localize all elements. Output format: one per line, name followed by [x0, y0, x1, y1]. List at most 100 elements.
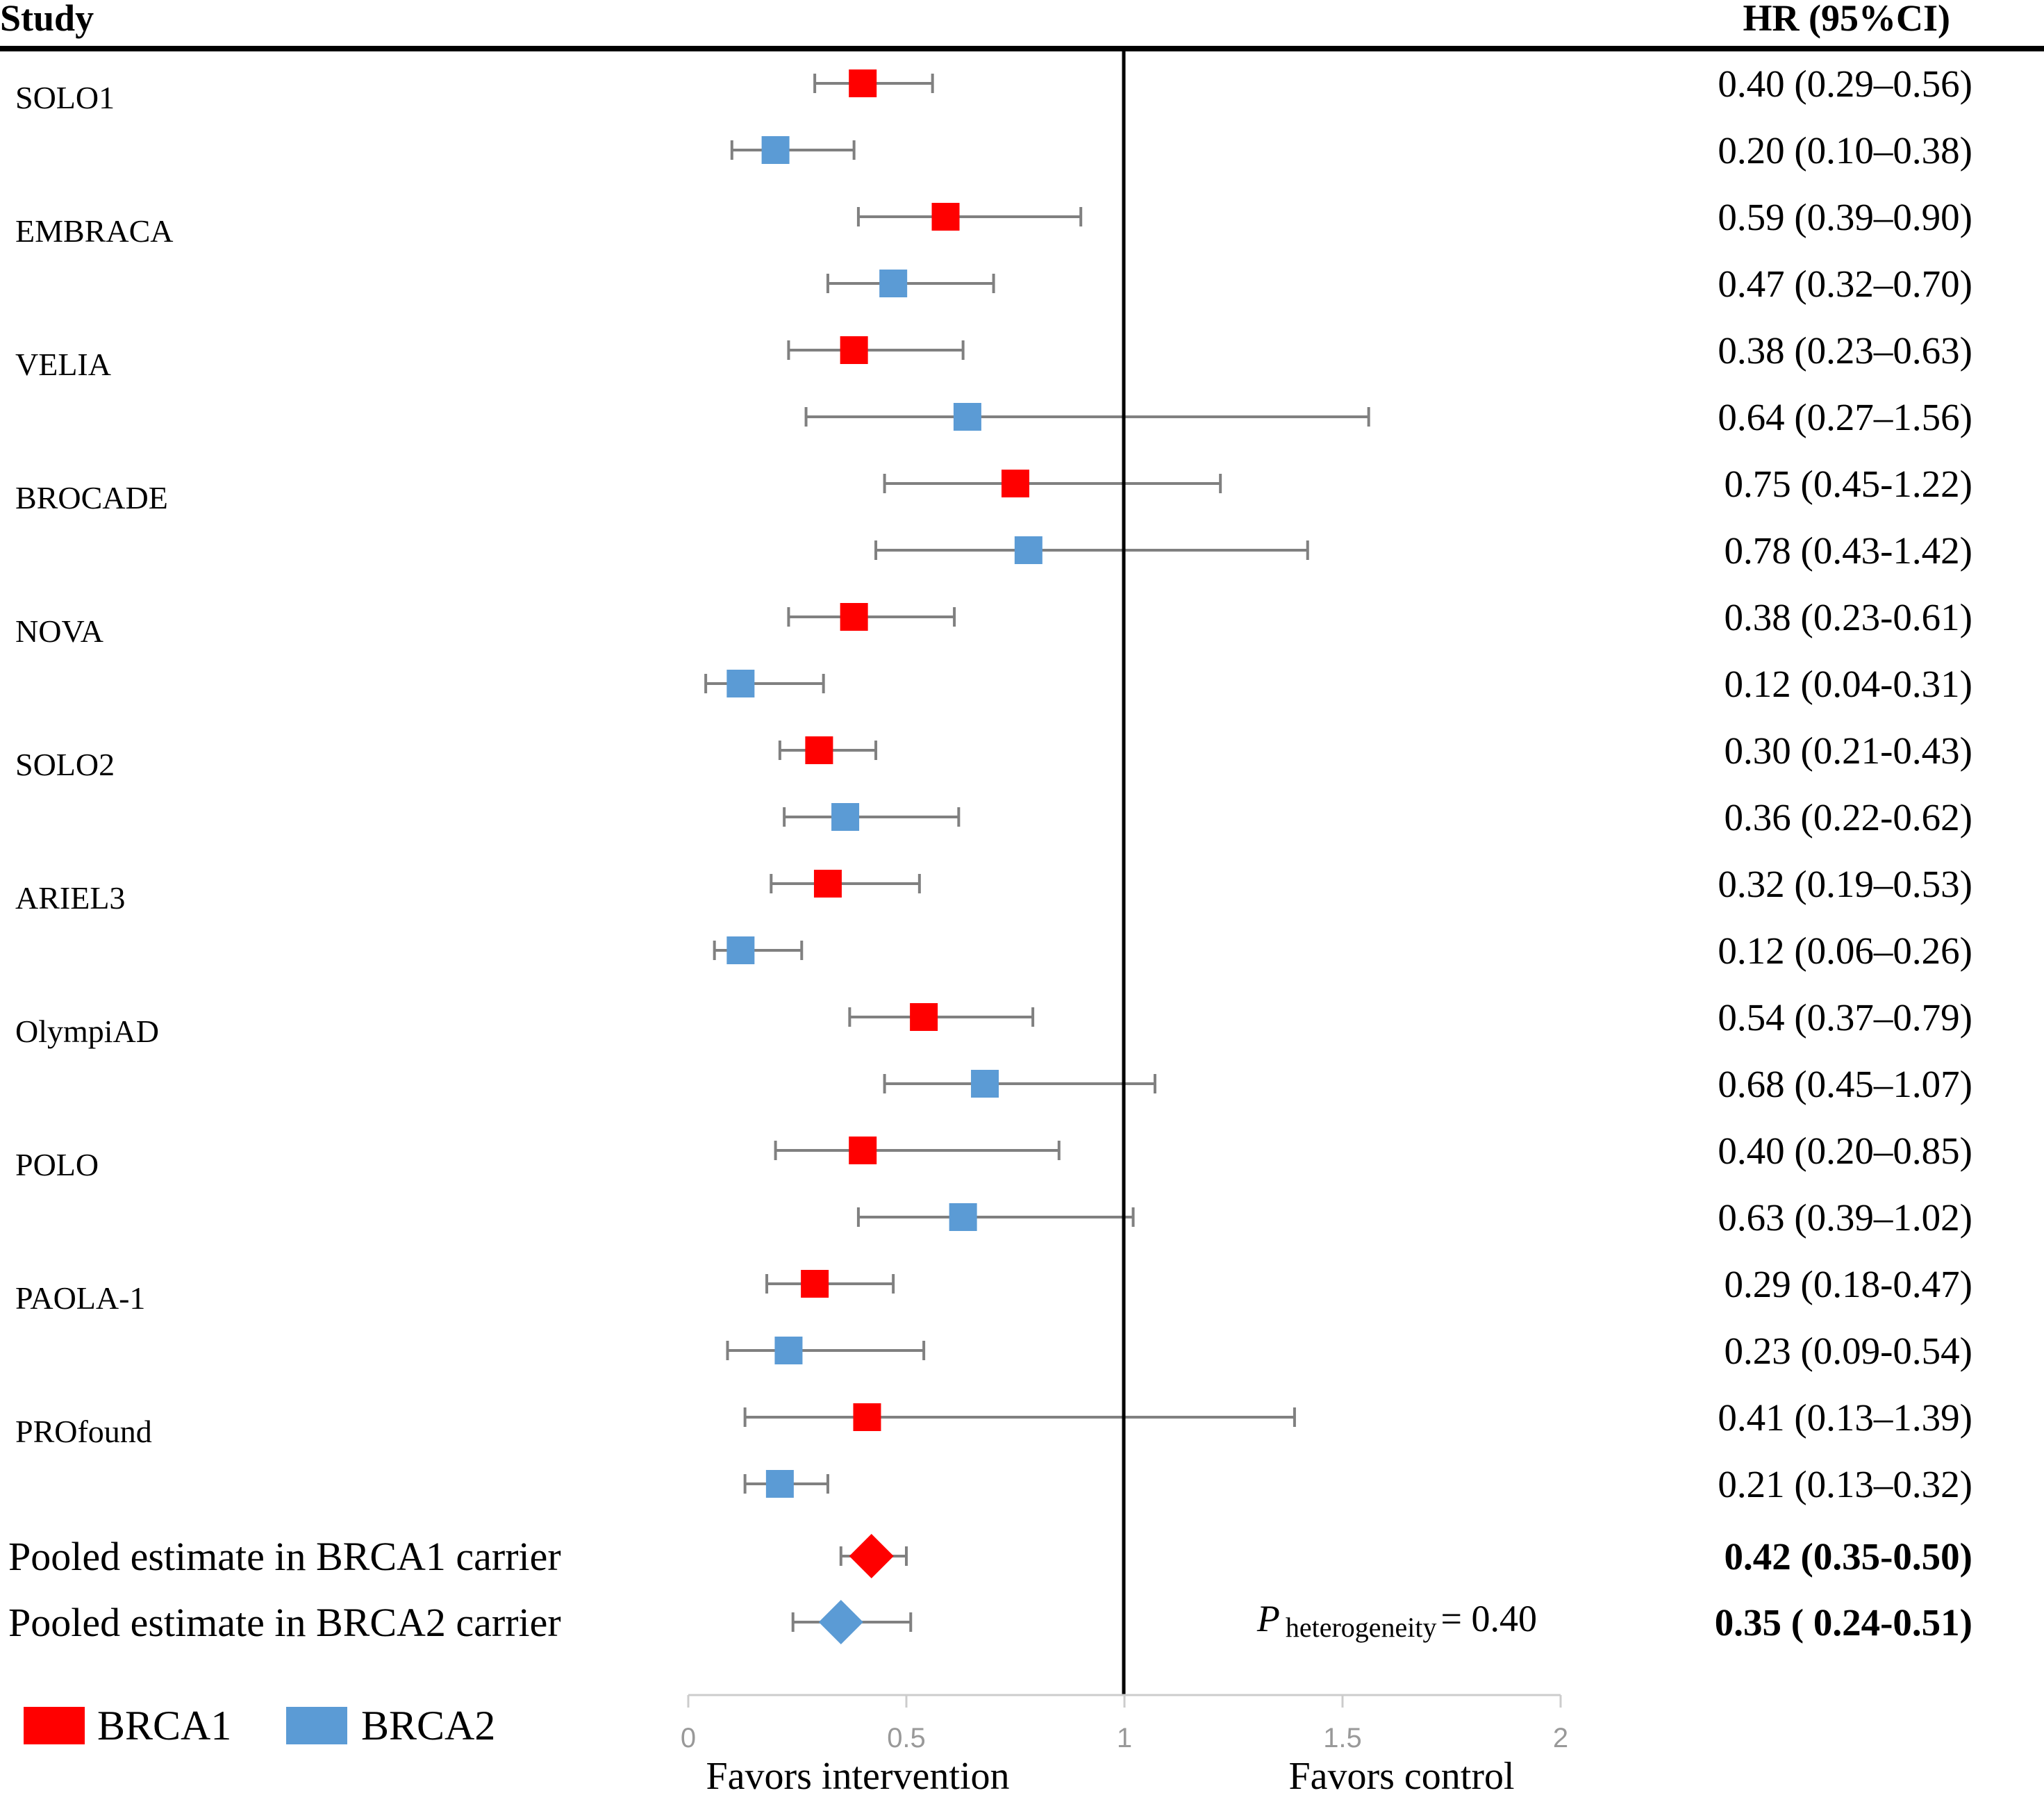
study-rows: SOLO1 0.40 (0.29–0.56) 0.20 (0.10–0.38) EMB… [15, 63, 1972, 1505]
polo-brca1-ci [774, 1141, 1061, 1160]
study-label: POLO [15, 1147, 99, 1182]
paola-1-brca1-point [801, 1270, 829, 1298]
favors-control-label: Favors control [1288, 1755, 1514, 1793]
study-row-velia: VELIA 0.38 (0.23–0.63) 0.64 (0.27–1.56) [15, 329, 1972, 438]
olympiad-brca1-hr-text: 0.54 (0.37–0.79) [1718, 996, 1972, 1039]
ariel3-brca2-hr-text: 0.12 (0.06–0.26) [1718, 929, 1972, 972]
study-row-solo1: SOLO1 0.40 (0.29–0.56) 0.20 (0.10–0.38) [15, 63, 1972, 172]
profound-brca2-point [765, 1470, 794, 1498]
pooled-row-brca2: Pooled estimate in BRCA2 carrier 0.35 ( 0… [8, 1600, 1972, 1645]
ariel3-brca2-point [726, 936, 755, 964]
x-tick-label: 0.5 [887, 1723, 926, 1753]
x-axis-ticks: 0 0.5 1 1.5 2 [681, 1695, 1568, 1753]
ariel3-brca1-point [813, 870, 842, 898]
solo2-brca2-hr-text: 0.36 (0.22-0.62) [1725, 796, 1972, 838]
study-label: PAOLA-1 [15, 1280, 145, 1316]
paola-1-brca1-hr-text: 0.29 (0.18-0.47) [1725, 1263, 1972, 1305]
favors-intervention-label: Favors intervention [706, 1755, 1009, 1793]
solo1-brca2-point [761, 136, 790, 164]
heterogeneity-p-symbol: P [1256, 1598, 1280, 1639]
polo-brca1-point [849, 1137, 877, 1164]
legend-swatch-brca2 [286, 1707, 347, 1744]
brocade-brca1-ci [883, 474, 1222, 493]
nova-brca1-point [840, 603, 868, 631]
study-row-ariel3: ARIEL3 0.32 (0.19–0.53) 0.12 (0.06–0.26) [15, 863, 1972, 972]
olympiad-brca2-hr-text: 0.68 (0.45–1.07) [1718, 1063, 1972, 1105]
brocade-brca2-hr-text: 0.78 (0.43-1.42) [1725, 529, 1972, 572]
solo1-brca2-ci [730, 140, 856, 160]
x-tick-label: 2 [1553, 1723, 1568, 1753]
solo2-brca1-hr-text: 0.30 (0.21-0.43) [1725, 729, 1972, 772]
nova-brca2-ci [704, 674, 825, 693]
study-label: SOLO1 [15, 80, 115, 115]
study-row-paola-1: PAOLA-1 0.29 (0.18-0.47) 0.23 (0.09-0.54) [15, 1263, 1972, 1372]
study-label: BROCADE [15, 480, 168, 515]
brocade-brca2-ci [874, 540, 1309, 560]
nova-brca2-hr-text: 0.12 (0.04-0.31) [1725, 663, 1972, 705]
pooled-label: Pooled estimate in BRCA2 carrier [8, 1600, 561, 1645]
heterogeneity-subscript: heterogeneity [1286, 1612, 1437, 1643]
solo2-brca2-point [831, 803, 860, 831]
x-tick-label: 1.5 [1323, 1723, 1362, 1753]
velia-brca1-ci [787, 340, 965, 360]
paola-1-brca2-ci [726, 1341, 926, 1360]
nova-brca1-hr-text: 0.38 (0.23-0.61) [1725, 596, 1972, 638]
profound-brca1-hr-text: 0.41 (0.13–1.39) [1718, 1396, 1972, 1439]
paola-1-brca2-hr-text: 0.23 (0.09-0.54) [1725, 1330, 1972, 1372]
legend-label-brca2: BRCA2 [361, 1703, 495, 1749]
nova-brca2-point [726, 670, 755, 697]
embraca-brca1-point [931, 203, 960, 231]
polo-brca2-point [949, 1203, 977, 1231]
study-label: VELIA [15, 347, 111, 382]
profound-brca2-hr-text: 0.21 (0.13–0.32) [1718, 1463, 1972, 1505]
study-label: ARIEL3 [15, 880, 125, 916]
study-row-solo2: SOLO2 0.30 (0.21-0.43) 0.36 (0.22-0.62) [15, 729, 1972, 838]
solo1-brca2-hr-text: 0.20 (0.10–0.38) [1718, 129, 1972, 172]
study-label: NOVA [15, 613, 103, 649]
brocade-brca1-point [1002, 470, 1029, 497]
pooled-rows: Pooled estimate in BRCA1 carrier 0.42 (0.… [8, 1534, 1972, 1645]
embraca-brca1-hr-text: 0.59 (0.39–0.90) [1718, 196, 1972, 238]
legend-label-brca1: BRCA1 [97, 1703, 231, 1749]
paola-1-brca2-point [774, 1337, 803, 1364]
polo-brca1-hr-text: 0.40 (0.20–0.85) [1718, 1130, 1972, 1172]
embraca-brca2-ci [826, 274, 995, 293]
x-tick-label: 1 [1117, 1723, 1132, 1753]
pooled-brca1-hr-text: 0.42 (0.35-0.50) [1725, 1535, 1972, 1578]
profound-brca1-point [853, 1403, 881, 1431]
solo1-brca1-hr-text: 0.40 (0.29–0.56) [1718, 63, 1972, 105]
solo1-brca1-point [849, 69, 877, 97]
embraca-brca2-hr-text: 0.47 (0.32–0.70) [1718, 263, 1972, 305]
study-row-olympiad: OlympiAD 0.54 (0.37–0.79) 0.68 (0.45–1.07) [15, 996, 1972, 1105]
profound-brca1-ci [743, 1407, 1296, 1427]
pooled-label: Pooled estimate in BRCA1 carrier [8, 1534, 561, 1579]
velia-brca2-ci [804, 407, 1370, 427]
pooled-row-brca1: Pooled estimate in BRCA1 carrier 0.42 (0.… [8, 1534, 1972, 1579]
x-tick-label: 0 [681, 1723, 696, 1753]
header-rule [0, 46, 2044, 51]
study-row-brocade: BROCADE 0.75 (0.45-1.22) 0.78 (0.43-1.42) [15, 463, 1972, 572]
velia-brca1-hr-text: 0.38 (0.23–0.63) [1718, 329, 1972, 372]
study-row-embraca: EMBRACA 0.59 (0.39–0.90) 0.47 (0.32–0.70) [15, 196, 1972, 305]
pooled-brca2-hr-text: 0.35 ( 0.24-0.51) [1715, 1601, 1972, 1644]
olympiad-brca1-ci [848, 1007, 1035, 1027]
study-row-nova: NOVA 0.38 (0.23-0.61) 0.12 (0.04-0.31) [15, 596, 1972, 705]
velia-brca2-hr-text: 0.64 (0.27–1.56) [1718, 396, 1972, 438]
polo-brca2-hr-text: 0.63 (0.39–1.02) [1718, 1196, 1972, 1239]
olympiad-brca2-point [971, 1070, 999, 1098]
olympiad-brca1-point [910, 1003, 938, 1031]
study-label: SOLO2 [15, 747, 115, 782]
pooled-brca2-diamond [818, 1600, 863, 1644]
ariel3-brca1-ci [770, 874, 921, 893]
study-label: PROfound [15, 1414, 152, 1449]
embraca-brca2-point [879, 270, 908, 297]
velia-brca1-point [840, 336, 868, 364]
study-label: OlympiAD [15, 1014, 159, 1049]
solo2-brca1-point [805, 736, 833, 764]
olympiad-brca2-ci [883, 1074, 1156, 1093]
solo2-brca2-ci [783, 807, 961, 827]
embraca-brca1-ci [856, 207, 1083, 226]
study-label: EMBRACA [15, 213, 173, 249]
